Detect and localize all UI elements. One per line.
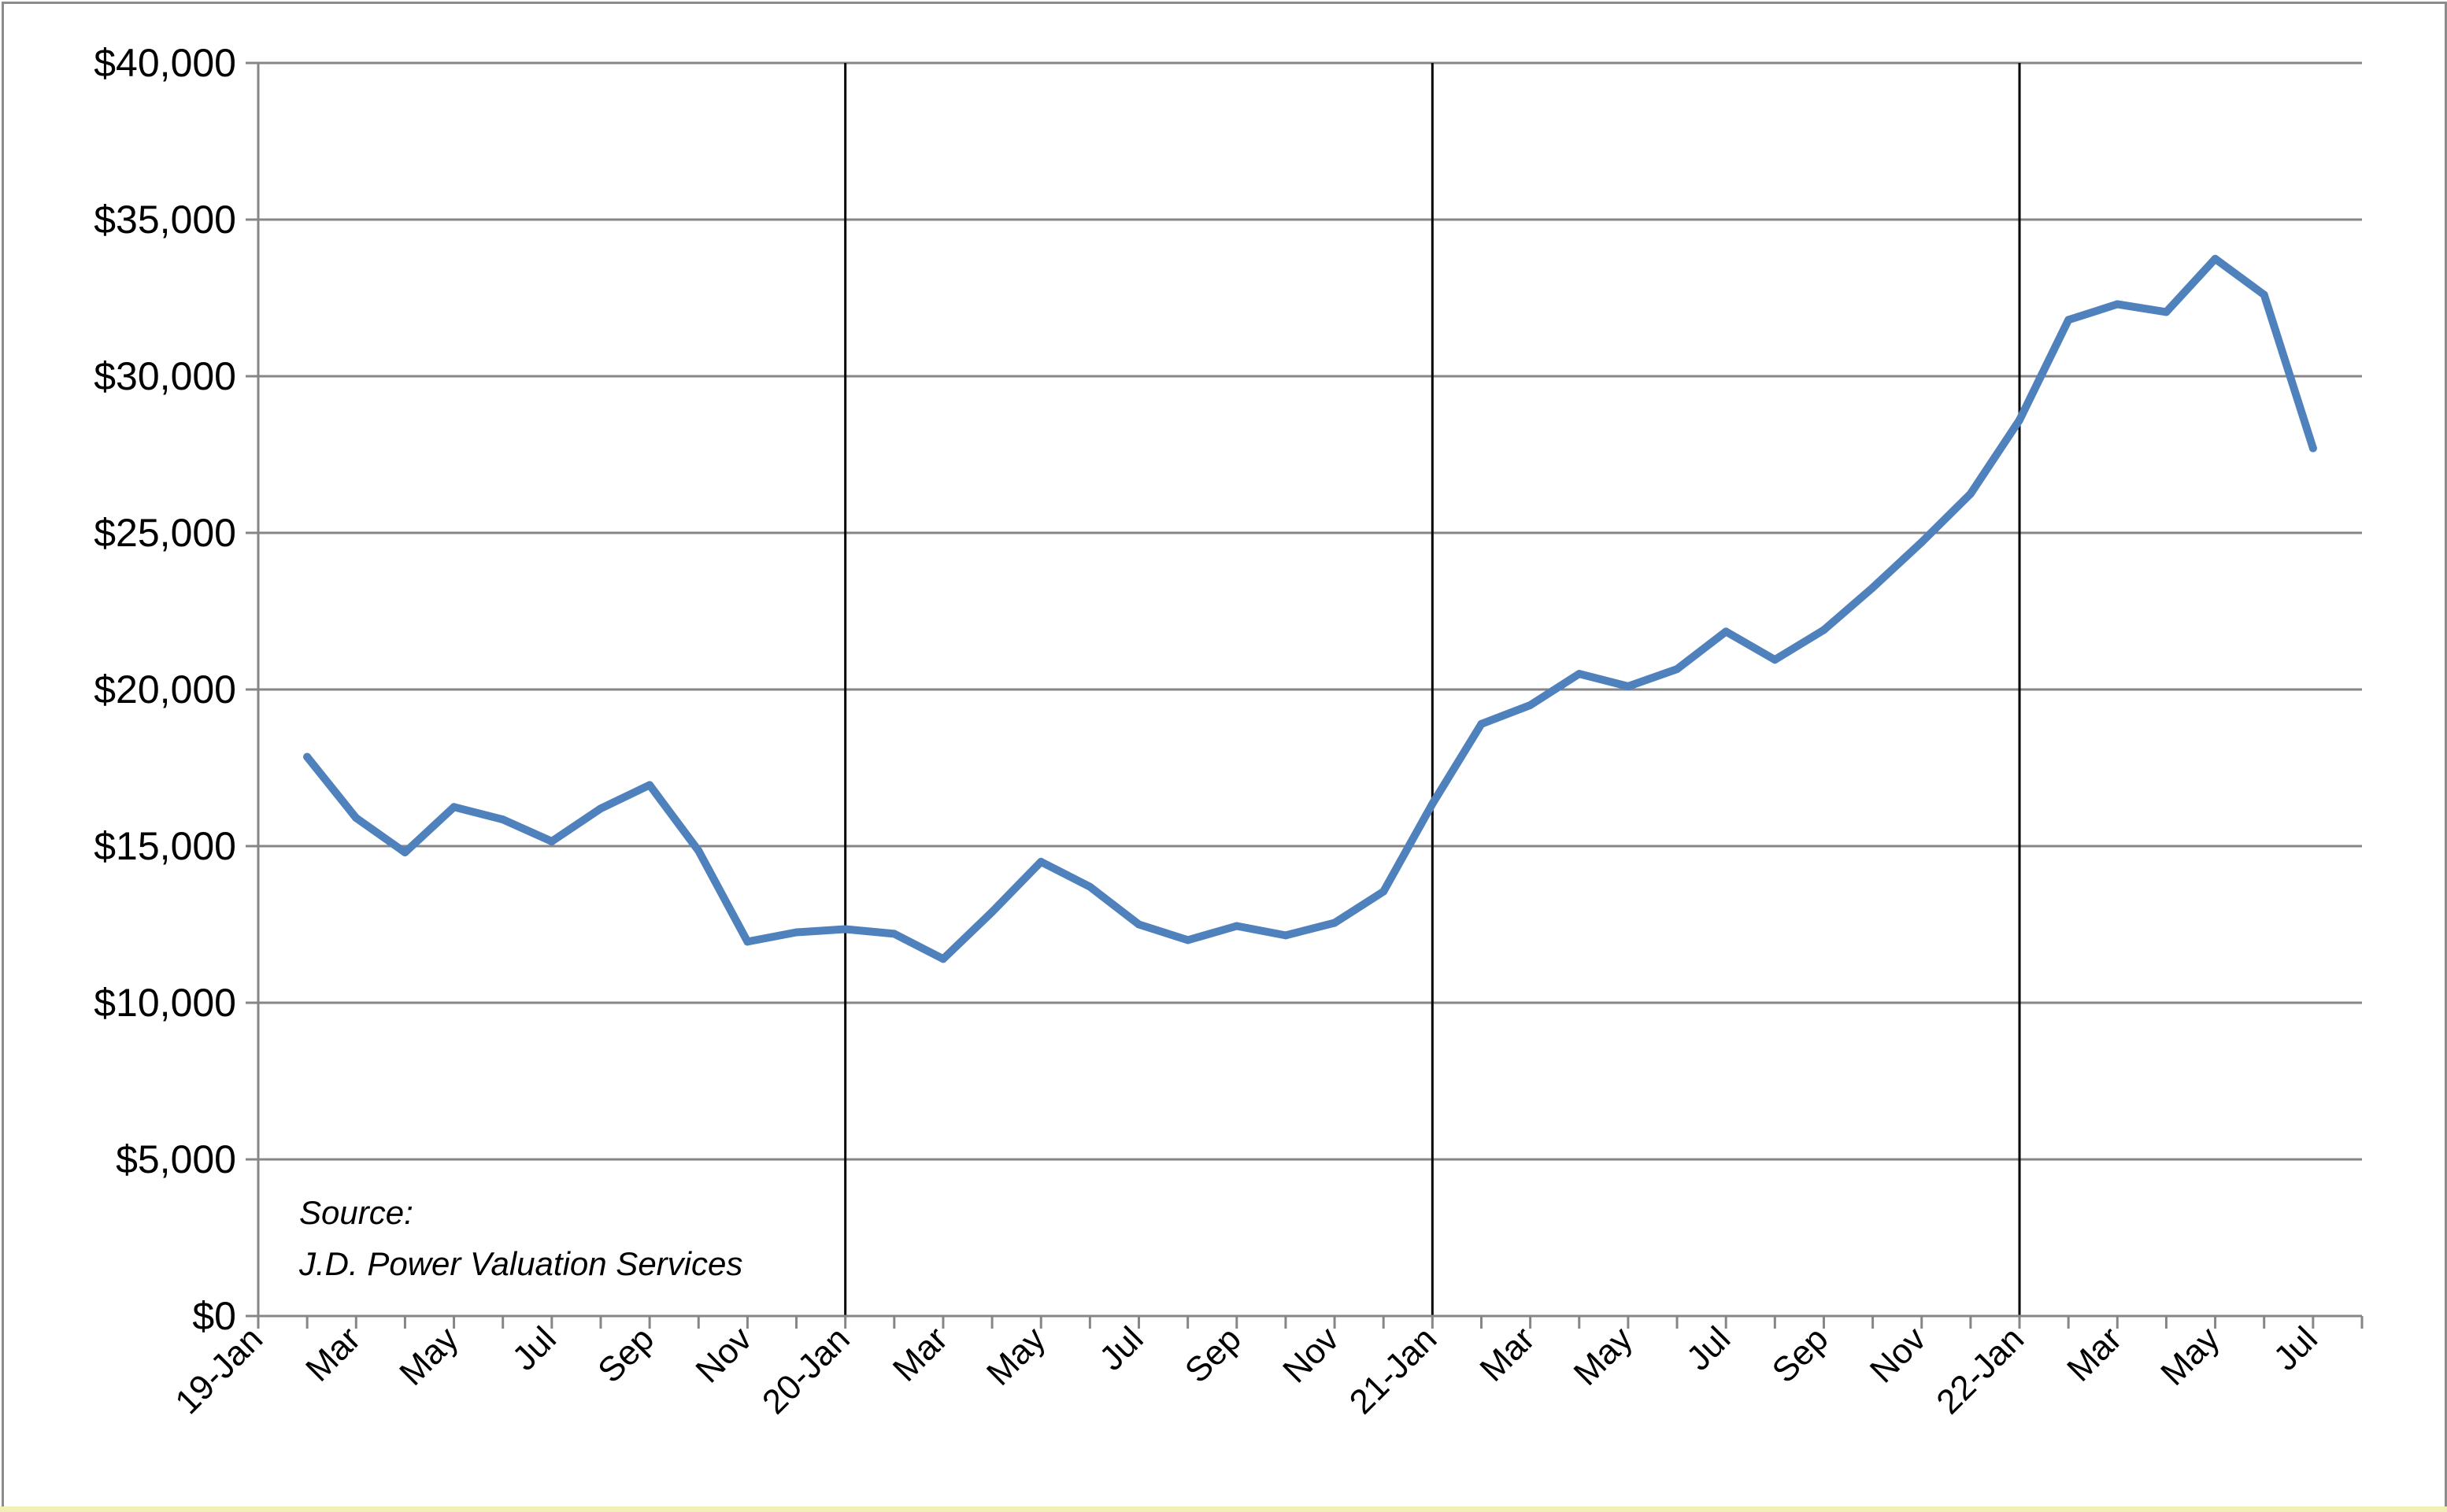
data-point xyxy=(401,848,409,856)
y-tick-label: $5,000 xyxy=(116,1137,236,1181)
data-point xyxy=(1331,919,1339,927)
source-note-line2: J.D. Power Valuation Services xyxy=(298,1245,742,1282)
year-boundary-lines xyxy=(844,63,2021,1316)
y-tick-label: $0 xyxy=(192,1294,236,1338)
x-tick-label: Nov xyxy=(688,1319,759,1390)
y-tick-label: $15,000 xyxy=(94,824,236,868)
x-tick-label: 22-Jan xyxy=(1929,1319,2031,1421)
gridlines xyxy=(246,61,2362,1318)
data-point xyxy=(1281,931,1290,940)
data-point xyxy=(841,925,850,933)
x-tick-label: May xyxy=(392,1319,465,1392)
x-tick-label: Jul xyxy=(1679,1319,1738,1377)
data-point xyxy=(646,781,654,789)
data-point xyxy=(352,814,361,823)
data-point xyxy=(1623,682,1632,691)
data-point xyxy=(596,804,605,813)
x-tick-label: Nov xyxy=(1275,1319,1346,1390)
x-tick-label: Nov xyxy=(1863,1319,1934,1390)
data-point xyxy=(1868,583,1877,592)
data-point xyxy=(1966,490,1975,498)
data-point xyxy=(1183,936,1192,945)
y-axis-tick-labels: $0 $5,000 $10,000 $15,000 $20,000 $25,000 $30,… xyxy=(94,41,236,1338)
data-point xyxy=(1379,887,1388,896)
data-point xyxy=(2260,290,2268,299)
x-tick-label: Sep xyxy=(590,1319,661,1390)
data-point xyxy=(2162,308,2171,316)
data-point xyxy=(1086,882,1094,891)
data-point xyxy=(2113,300,2122,309)
series-line xyxy=(303,254,2317,963)
axes xyxy=(257,63,2364,1329)
data-point xyxy=(988,908,997,916)
x-tick-label: 20-Jan xyxy=(755,1319,857,1421)
x-tick-label: Mar xyxy=(2060,1319,2129,1388)
y-tick-label: $20,000 xyxy=(94,667,236,712)
data-point xyxy=(2308,444,2317,453)
y-tick-label: $40,000 xyxy=(94,41,236,85)
x-tick-label: May xyxy=(2153,1319,2227,1392)
data-point xyxy=(1673,665,1682,674)
data-point xyxy=(1575,670,1583,678)
data-point xyxy=(498,815,507,824)
data-point xyxy=(1526,701,1534,709)
x-tick-label: Sep xyxy=(1178,1319,1249,1390)
data-point xyxy=(547,837,556,846)
y-tick-label: $25,000 xyxy=(94,511,236,555)
data-point xyxy=(2064,316,2073,324)
data-point xyxy=(1428,800,1437,808)
data-point xyxy=(890,930,898,938)
x-tick-label: Jul xyxy=(1092,1319,1150,1377)
data-point xyxy=(792,928,801,937)
bottom-strip xyxy=(0,1506,2447,1512)
y-tick-label: $35,000 xyxy=(94,198,236,242)
source-note: Source: J.D. Power Valuation Services xyxy=(298,1194,742,1282)
x-tick-label: Jul xyxy=(505,1319,563,1377)
data-point xyxy=(2211,254,2219,263)
data-point xyxy=(743,937,752,946)
data-point xyxy=(1771,656,1779,664)
data-point xyxy=(1722,627,1731,636)
data-point xyxy=(1917,538,1926,546)
y-tick-label: $10,000 xyxy=(94,981,236,1025)
data-point xyxy=(694,846,703,855)
y-tick-label: $30,000 xyxy=(94,354,236,398)
x-tick-label: Sep xyxy=(1765,1319,1836,1390)
x-tick-label: 21-Jan xyxy=(1342,1319,1445,1421)
data-point xyxy=(450,803,458,811)
data-point xyxy=(2016,416,2024,424)
data-point xyxy=(303,752,312,761)
x-tick-label: May xyxy=(1567,1319,1640,1392)
x-tick-label: Jul xyxy=(2267,1319,2325,1377)
x-tick-label: Mar xyxy=(886,1319,955,1388)
x-tick-label: Mar xyxy=(1472,1319,1542,1388)
data-point xyxy=(1820,626,1828,634)
x-tick-label: Mar xyxy=(298,1319,368,1388)
data-point xyxy=(1477,719,1486,728)
data-point xyxy=(1037,857,1046,866)
data-point xyxy=(1135,920,1143,929)
data-point xyxy=(1232,922,1241,930)
data-point xyxy=(938,955,947,963)
source-note-line1: Source: xyxy=(299,1194,413,1231)
x-tick-label: May xyxy=(979,1319,1053,1392)
series-layer xyxy=(303,254,2317,963)
